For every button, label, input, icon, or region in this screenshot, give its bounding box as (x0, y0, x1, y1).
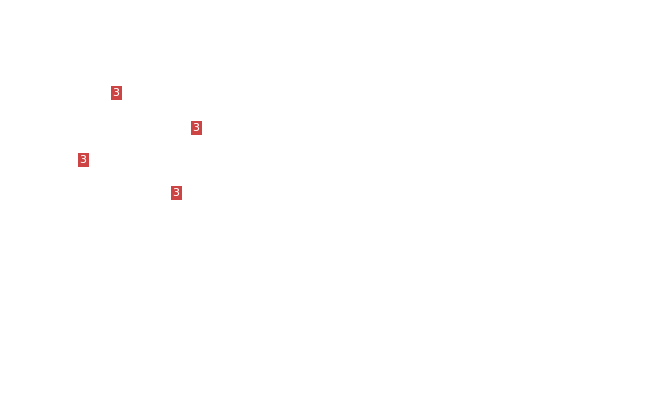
count-badge: 3 (78, 153, 89, 167)
count-badge: 3 (111, 86, 122, 100)
count-badge: 3 (171, 186, 182, 200)
count-badge: 3 (191, 121, 202, 135)
